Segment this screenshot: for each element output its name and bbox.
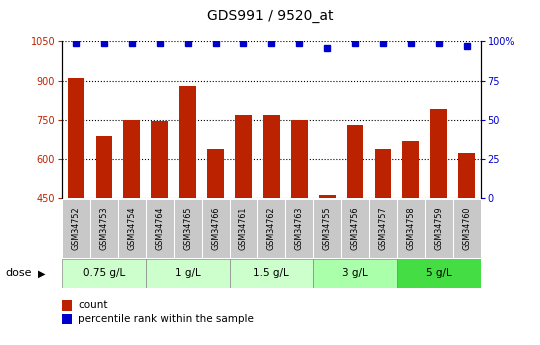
Bar: [425, 199, 453, 258]
Text: count: count: [78, 300, 108, 310]
Bar: [291, 120, 308, 316]
Text: GSM34757: GSM34757: [379, 207, 388, 250]
Text: ▶: ▶: [38, 268, 45, 278]
Bar: [62, 199, 90, 258]
Text: GSM34756: GSM34756: [350, 207, 360, 250]
Bar: [397, 259, 481, 288]
Bar: [146, 259, 230, 288]
Text: GSM34766: GSM34766: [211, 207, 220, 250]
Text: 5 g/L: 5 g/L: [426, 268, 451, 278]
Bar: [319, 195, 335, 316]
Bar: [347, 125, 363, 316]
Bar: [458, 154, 475, 316]
Bar: [96, 136, 112, 316]
Text: GSM34759: GSM34759: [434, 207, 443, 250]
Bar: [124, 120, 140, 316]
Bar: [402, 141, 419, 316]
Bar: [146, 199, 174, 258]
Bar: [62, 259, 146, 288]
Bar: [207, 149, 224, 316]
Text: percentile rank within the sample: percentile rank within the sample: [78, 314, 254, 324]
Bar: [230, 199, 258, 258]
Bar: [118, 199, 146, 258]
Text: GSM34763: GSM34763: [295, 207, 303, 250]
Text: GSM34754: GSM34754: [127, 207, 136, 250]
Bar: [369, 199, 397, 258]
Text: GSM34755: GSM34755: [323, 207, 332, 250]
Bar: [174, 199, 201, 258]
Bar: [179, 86, 196, 316]
Bar: [430, 109, 447, 316]
Bar: [235, 115, 252, 316]
Text: GSM34762: GSM34762: [267, 207, 276, 250]
Bar: [201, 199, 229, 258]
Bar: [68, 78, 84, 316]
Text: 0.75 g/L: 0.75 g/L: [83, 268, 125, 278]
Bar: [313, 199, 341, 258]
Text: dose: dose: [5, 268, 32, 278]
Bar: [151, 121, 168, 316]
Bar: [313, 259, 397, 288]
Bar: [90, 199, 118, 258]
Text: 1 g/L: 1 g/L: [175, 268, 200, 278]
Bar: [397, 199, 425, 258]
Bar: [263, 115, 280, 316]
Text: GSM34765: GSM34765: [183, 207, 192, 250]
Bar: [258, 199, 285, 258]
Text: GSM34764: GSM34764: [156, 207, 164, 250]
Text: GSM34760: GSM34760: [462, 207, 471, 250]
Bar: [230, 259, 313, 288]
Text: GDS991 / 9520_at: GDS991 / 9520_at: [207, 9, 333, 23]
Text: GSM34752: GSM34752: [71, 207, 80, 250]
Bar: [285, 199, 313, 258]
Text: GSM34753: GSM34753: [99, 207, 109, 250]
Text: 3 g/L: 3 g/L: [342, 268, 368, 278]
Text: 1.5 g/L: 1.5 g/L: [253, 268, 289, 278]
Bar: [341, 199, 369, 258]
Text: GSM34758: GSM34758: [406, 207, 415, 250]
Bar: [375, 149, 392, 316]
Text: GSM34761: GSM34761: [239, 207, 248, 250]
Bar: [453, 199, 481, 258]
